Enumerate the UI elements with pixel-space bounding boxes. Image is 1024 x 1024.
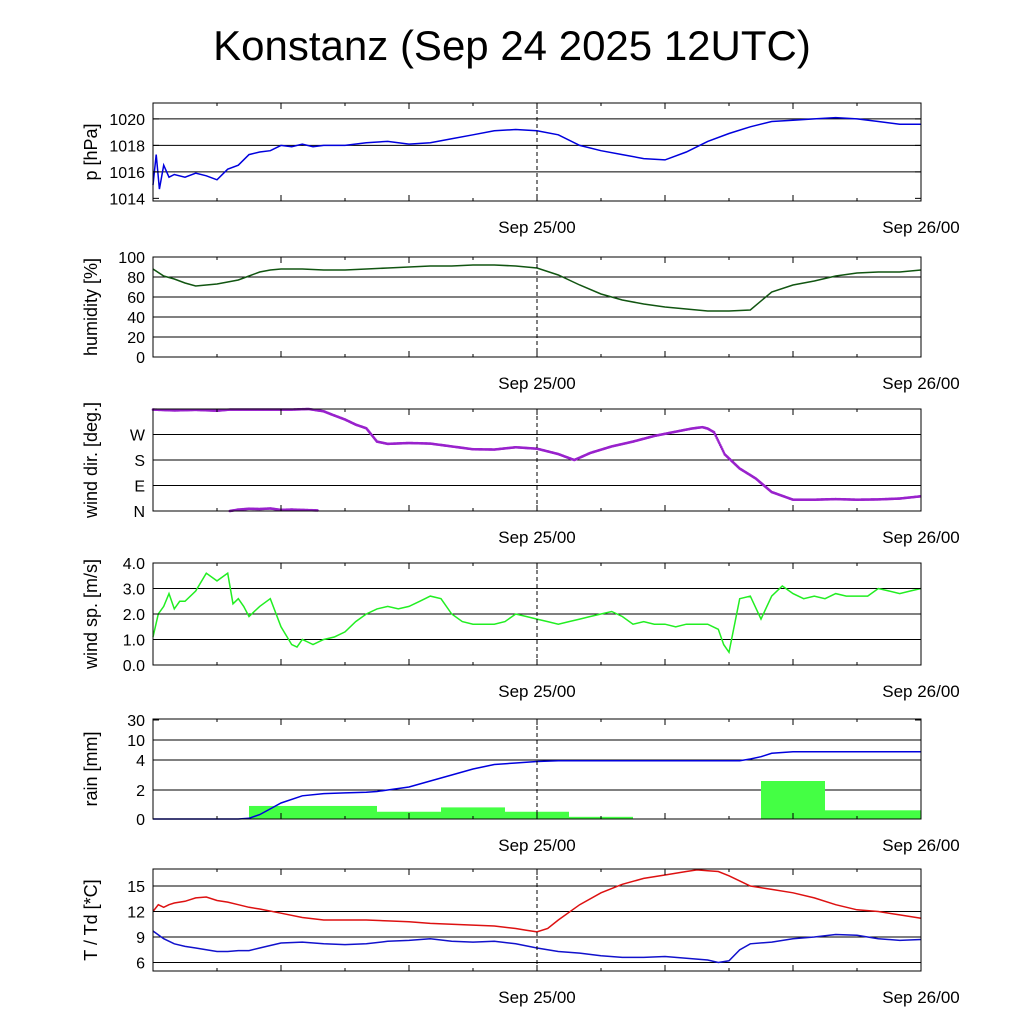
humidity-ytick-label: 0 <box>136 350 145 367</box>
pressure-xtick-label: Sep 25/00 <box>498 218 576 237</box>
rain-bar <box>441 807 505 819</box>
wind-speed-ytick-label: 3.0 <box>123 582 145 599</box>
rain-series-line-1 <box>153 750 921 820</box>
pressure-axis-label: p [hPa] <box>81 123 101 180</box>
wind-speed-ytick-label: 4.0 <box>123 556 145 573</box>
pressure-series-line-1 <box>152 116 921 190</box>
wind-direction-xtick-label: Sep 26/00 <box>882 528 960 547</box>
wind-speed-ytick-label: 1.0 <box>123 633 145 650</box>
rain-bar <box>761 781 825 819</box>
humidity-xtick-label: Sep 26/00 <box>882 374 960 393</box>
wind-direction-ytick-label: W <box>130 428 146 445</box>
temperature-ytick-label: 15 <box>127 879 145 896</box>
pressure-xtick-label: Sep 26/00 <box>882 218 960 237</box>
temperature-series-line-1 <box>152 869 922 933</box>
humidity-ytick-label: 40 <box>127 310 145 327</box>
wind-direction-ytick-label: S <box>134 453 145 470</box>
wind-direction-ytick-label: E <box>134 479 145 496</box>
wind-speed-xtick-label: Sep 26/00 <box>882 682 960 701</box>
temperature-xtick-label: Sep 25/00 <box>498 988 576 1007</box>
chart-title: Konstanz (Sep 24 2025 12UTC) <box>213 22 811 69</box>
rain-bar <box>825 810 921 819</box>
pressure-ytick-label: 1016 <box>109 165 145 182</box>
rain-axis-label: rain [mm] <box>81 731 101 806</box>
wind-speed-ytick-label: 2.0 <box>123 607 145 624</box>
temperature-ytick-label: 12 <box>127 905 145 922</box>
wind-direction-ytick-label: N <box>133 504 145 521</box>
humidity-ytick-label: 60 <box>127 290 145 307</box>
rain-ytick-label: 2 <box>136 783 145 800</box>
rain-xtick-label: Sep 26/00 <box>882 836 960 855</box>
humidity-ytick-label: 20 <box>127 330 145 347</box>
wind-speed-ytick-label: 0.0 <box>123 658 145 675</box>
rain-ytick-label: 30 <box>127 713 145 730</box>
humidity-ytick-label: 80 <box>127 270 145 287</box>
rain-ytick-label: 10 <box>127 733 145 750</box>
wind-speed-series-line-1 <box>152 571 922 655</box>
rain-bar <box>313 805 377 819</box>
temperature-ytick-label: 6 <box>136 956 145 973</box>
humidity-axis-label: humidity [%] <box>81 258 101 356</box>
pressure-ytick-label: 1014 <box>109 191 145 208</box>
rain-xtick-label: Sep 25/00 <box>498 836 576 855</box>
wind-speed-xtick-label: Sep 25/00 <box>498 682 576 701</box>
temperature-xtick-label: Sep 26/00 <box>882 988 960 1007</box>
temperature-ytick-label: 9 <box>136 930 145 947</box>
temperature-axis-label: T / Td [*C] <box>81 879 101 960</box>
humidity-series-line-1 <box>152 264 922 312</box>
pressure-ytick-label: 1018 <box>109 138 145 155</box>
rain-ytick-label: 4 <box>136 753 145 770</box>
wind-direction-xtick-label: Sep 25/00 <box>498 528 576 547</box>
pressure-ytick-label: 1020 <box>109 112 145 129</box>
humidity-xtick-label: Sep 25/00 <box>498 374 576 393</box>
wind-direction-axis-label: wind dir. [deg.] <box>81 402 101 519</box>
rain-bar <box>249 805 313 819</box>
rain-ytick-label: 0 <box>136 812 145 829</box>
wind-speed-axis-label: wind sp. [m/s] <box>81 559 101 670</box>
humidity-ytick-label: 100 <box>118 250 145 267</box>
temperature-series-line-2 <box>152 930 922 964</box>
